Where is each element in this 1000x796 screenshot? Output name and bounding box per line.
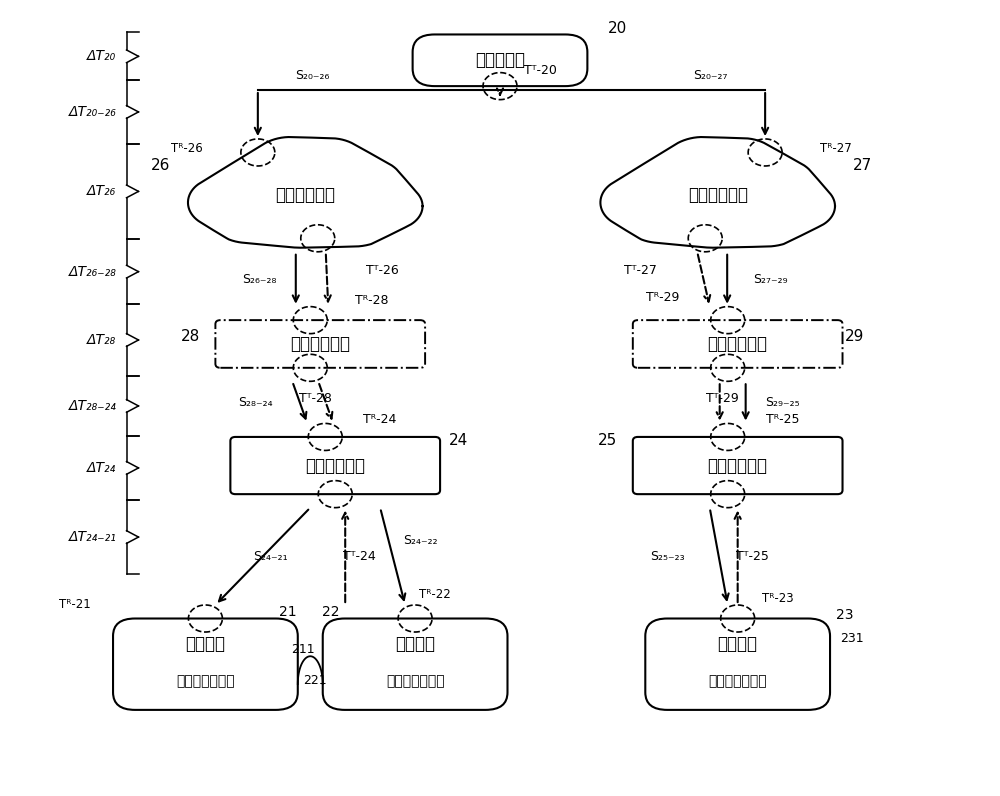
Text: Tᵀ-25: Tᵀ-25	[736, 550, 769, 563]
Text: 信息传输设备: 信息传输设备	[290, 335, 350, 353]
Text: Tᴿ-28: Tᴿ-28	[355, 294, 389, 306]
Text: Tᵀ-20: Tᵀ-20	[524, 64, 556, 76]
Text: 20: 20	[608, 21, 627, 36]
Text: S₂₅₋₂₃: S₂₅₋₂₃	[650, 550, 685, 563]
Text: ΔT₂₈: ΔT₂₈	[87, 333, 117, 347]
Text: 第一网络平台: 第一网络平台	[688, 186, 748, 205]
Text: 27: 27	[853, 158, 872, 173]
Text: S₂₆₋₂₈: S₂₆₋₂₈	[243, 273, 277, 286]
Text: Tᴿ-22: Tᴿ-22	[419, 588, 451, 601]
Text: S₂₄₋₂₂: S₂₄₋₂₂	[403, 534, 437, 547]
Text: ΔT₂₄₋₂₁: ΔT₂₄₋₂₁	[69, 530, 117, 544]
Text: 22: 22	[322, 605, 339, 619]
Text: 第二接入网关: 第二接入网关	[708, 457, 768, 474]
Text: Tᵀ-27: Tᵀ-27	[624, 263, 657, 276]
Text: ΔT₂₆: ΔT₂₆	[87, 185, 117, 198]
Text: Tᵀ-24: Tᵀ-24	[343, 550, 376, 563]
Text: S₂₄₋₂₁: S₂₄₋₂₁	[253, 550, 288, 563]
Text: Tᵀ-26: Tᵀ-26	[366, 263, 399, 276]
Text: 25: 25	[598, 433, 617, 448]
Text: 第二物联网设备: 第二物联网设备	[386, 675, 444, 689]
Text: ΔT₂₀₋₂₆: ΔT₂₀₋₂₆	[69, 105, 117, 119]
Text: 221: 221	[303, 673, 327, 687]
Text: S₂₈₋₂₄: S₂₈₋₂₄	[238, 396, 273, 409]
Text: Tᵀ-29: Tᵀ-29	[706, 392, 739, 404]
Text: Tᴿ-21: Tᴿ-21	[59, 598, 91, 611]
Text: 终端网关: 终端网关	[718, 635, 758, 654]
Text: Tᵀ-28: Tᵀ-28	[299, 392, 332, 404]
Text: Tᴿ-29: Tᴿ-29	[646, 291, 679, 304]
Text: Tᴿ-23: Tᴿ-23	[762, 592, 793, 605]
Text: S₂₀₋₂₆: S₂₀₋₂₆	[296, 69, 330, 82]
Text: 第三物联网设备: 第三物联网设备	[708, 675, 767, 689]
Text: Tᴿ-26: Tᴿ-26	[171, 142, 203, 155]
Text: ΔT₂₀: ΔT₂₀	[87, 49, 117, 64]
Text: ΔT₂₈₋₂₄: ΔT₂₈₋₂₄	[69, 399, 117, 413]
Text: 终端网关: 终端网关	[185, 635, 225, 654]
Text: 终端网关: 终端网关	[395, 635, 435, 654]
Text: 231: 231	[840, 632, 864, 645]
Text: ΔT₂₄: ΔT₂₄	[87, 461, 117, 475]
Text: Tᴿ-27: Tᴿ-27	[820, 142, 852, 155]
Text: Tᴿ-25: Tᴿ-25	[766, 413, 799, 426]
Text: 211: 211	[291, 643, 315, 657]
Text: Tᴿ-24: Tᴿ-24	[363, 413, 397, 426]
Text: 第一物联网设备: 第一物联网设备	[176, 675, 235, 689]
Text: 第一网络平台: 第一网络平台	[275, 186, 335, 205]
Text: 主时钟设备: 主时钟设备	[475, 51, 525, 69]
Text: 21: 21	[279, 605, 297, 619]
Text: 29: 29	[845, 329, 864, 344]
Text: 28: 28	[181, 329, 200, 344]
Text: 26: 26	[151, 158, 170, 173]
Text: 23: 23	[836, 607, 854, 622]
Text: ΔT₂₆₋₂₈: ΔT₂₆₋₂₈	[69, 264, 117, 279]
Text: S₂₇₋₂₉: S₂₇₋₂₉	[753, 273, 787, 286]
Text: 24: 24	[448, 433, 468, 448]
Text: S₂₉₋₂₅: S₂₉₋₂₅	[765, 396, 800, 409]
Text: 第一接入网关: 第一接入网关	[305, 457, 365, 474]
Text: 信息传输设备: 信息传输设备	[708, 335, 768, 353]
Text: S₂₀₋₂₇: S₂₀₋₂₇	[693, 69, 727, 82]
